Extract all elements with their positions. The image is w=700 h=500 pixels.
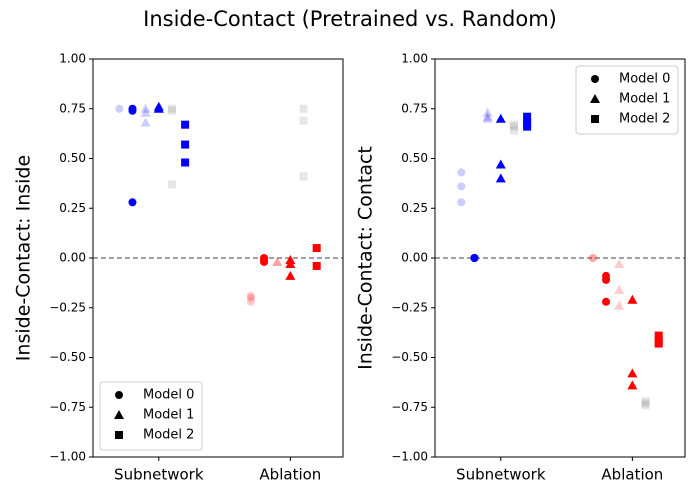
y-tick-label: −0.75 [391, 400, 428, 414]
point [627, 368, 638, 378]
point [181, 120, 190, 129]
point [457, 198, 466, 207]
point [495, 113, 506, 123]
y-tick-label: −0.50 [49, 350, 86, 364]
point [588, 254, 597, 262]
point [495, 173, 506, 183]
plot-frame [434, 58, 686, 458]
point [523, 112, 532, 121]
point [627, 380, 638, 390]
legend-label: Model 1 [619, 92, 670, 107]
figure-title: Inside-Contact (Pretrained vs. Random) [143, 7, 557, 31]
point [312, 244, 321, 253]
point [128, 106, 137, 115]
y-axis-label: Inside-Contact: Inside [13, 155, 35, 361]
legend-label: Model 1 [143, 408, 194, 423]
point [272, 256, 283, 266]
point [285, 270, 296, 280]
y-tick-label: 0.25 [59, 201, 86, 215]
legend-marker [114, 410, 124, 419]
point [602, 297, 611, 306]
point [588, 254, 597, 262]
point [641, 397, 650, 406]
y-tick-label: −1.00 [391, 450, 428, 464]
y-tick-label: −0.75 [49, 400, 86, 414]
y-tick-label: 0.25 [401, 201, 428, 215]
x-tick-label: Ablation [259, 466, 321, 484]
legend-label: Model 2 [143, 428, 194, 443]
legend-box [99, 381, 203, 451]
legend-box [575, 65, 679, 135]
x-tick-label: Subnetwork [456, 466, 546, 484]
y-tick-label: −0.25 [49, 300, 86, 314]
point [140, 103, 151, 113]
y-tick-label: 1.00 [59, 52, 86, 66]
point [641, 399, 650, 408]
point [272, 256, 283, 266]
legend-marker [590, 94, 600, 103]
point [457, 182, 466, 191]
point [299, 116, 308, 125]
y-tick-label: −0.50 [391, 350, 428, 364]
point [509, 122, 518, 131]
point [115, 104, 124, 113]
point [457, 168, 466, 177]
legend-marker [115, 391, 123, 399]
legend-label: Model 2 [619, 112, 670, 127]
point [181, 158, 190, 167]
point [153, 101, 164, 111]
legend-marker [591, 75, 599, 83]
point [246, 293, 255, 302]
point [509, 126, 518, 135]
point [495, 159, 506, 169]
y-tick-label: 0.75 [59, 101, 86, 115]
y-tick-label: 0.00 [59, 251, 86, 265]
point [299, 172, 308, 181]
point [641, 401, 650, 410]
point [128, 198, 137, 207]
point [140, 117, 151, 127]
point [654, 339, 663, 348]
point [627, 294, 638, 304]
y-tick-label: 1.00 [401, 52, 428, 66]
y-tick-label: 0.75 [401, 101, 428, 115]
point [285, 258, 296, 268]
y-tick-label: 0.00 [401, 251, 428, 265]
x-tick-label: Ablation [601, 466, 663, 484]
point [482, 111, 493, 121]
point [602, 275, 611, 284]
point [482, 107, 493, 117]
y-tick-label: −1.00 [49, 450, 86, 464]
legend-marker [115, 431, 123, 439]
point [614, 258, 625, 268]
x-tick-label: Subnetwork [114, 466, 204, 484]
point [654, 331, 663, 340]
point [260, 254, 269, 262]
point [509, 120, 518, 129]
point [181, 140, 190, 149]
point [482, 113, 493, 123]
point [167, 180, 176, 189]
point [312, 261, 321, 270]
legend-label: Model 0 [619, 72, 670, 87]
point [246, 297, 255, 306]
point [167, 106, 176, 115]
point [246, 291, 255, 300]
y-axis-label: Inside-Contact: Contact [355, 146, 377, 370]
point [614, 300, 625, 310]
point [167, 104, 176, 113]
point [614, 284, 625, 294]
point [470, 254, 479, 262]
point [140, 107, 151, 117]
legend-marker [591, 115, 599, 123]
y-tick-label: −0.25 [391, 300, 428, 314]
point [523, 122, 532, 131]
y-tick-label: 0.50 [59, 151, 86, 165]
y-tick-label: 0.50 [401, 151, 428, 165]
plot-frame [92, 58, 344, 458]
point [299, 104, 308, 113]
legend-label: Model 0 [143, 388, 194, 403]
